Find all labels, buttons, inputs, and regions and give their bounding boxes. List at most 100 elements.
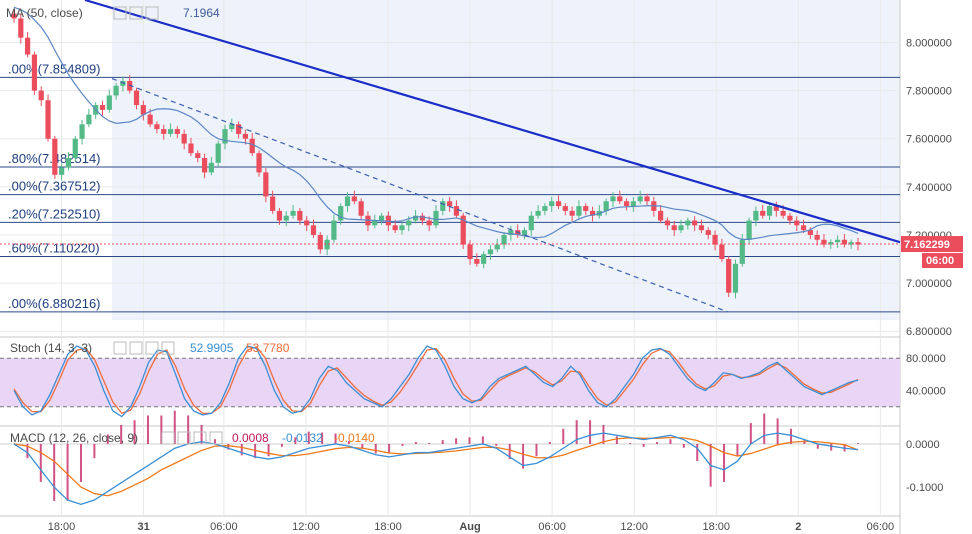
candle-body (617, 196, 623, 202)
candle-body (780, 210, 786, 216)
candle-body (705, 230, 711, 235)
candle-body (855, 242, 861, 245)
fib-level-label: .00%(6.880216) (8, 296, 101, 311)
stoch-tick-label: 40.0000 (906, 386, 946, 398)
candle-body (181, 133, 187, 144)
candle-body (399, 225, 405, 231)
fib-level-label: .20%(7.252510) (8, 206, 101, 221)
candle-body (378, 215, 385, 221)
candles (11, 10, 861, 299)
macd-signal-line (13, 436, 859, 497)
candle-body (25, 37, 31, 55)
candle-body (283, 215, 289, 221)
macd-tick-label: -0.1000 (906, 482, 943, 494)
macd-legend-value: -0.0132 (282, 431, 323, 445)
date-range-highlight (112, 0, 900, 320)
legend-button-icon (113, 341, 127, 355)
candle-body (419, 215, 425, 221)
candle-body (222, 129, 228, 144)
candle-body (766, 206, 773, 216)
price-tick-label: 8.000000 (906, 37, 952, 49)
legend-button-icon (161, 341, 175, 355)
candle-body (140, 105, 146, 115)
candle-body (385, 215, 391, 226)
price-tick-label: 7.800000 (906, 86, 952, 98)
candle-body (589, 210, 596, 216)
candle-body (460, 215, 466, 245)
candle-body (841, 239, 847, 245)
candle-body (555, 201, 562, 207)
price-tick-label: 6.800000 (906, 326, 952, 338)
legend-button-icon (177, 431, 191, 445)
candle-body (72, 138, 78, 158)
candle-body (392, 225, 398, 231)
candle-body (276, 210, 283, 221)
candle-body (195, 153, 201, 158)
candle-body (746, 220, 752, 240)
candle-body (317, 234, 323, 250)
candle-body (351, 196, 357, 202)
candle-body (331, 220, 337, 240)
legend-button-icon (161, 431, 175, 445)
candle-body (658, 210, 664, 221)
time-tick-label: 12:00 (292, 521, 320, 533)
candle-body (406, 220, 412, 226)
candle-body (256, 153, 262, 173)
candle-body (467, 244, 473, 260)
macd-legend-value: 0.0008 (232, 431, 269, 445)
candle-body (726, 259, 732, 293)
last-price-label: 7.162299 (904, 239, 950, 251)
candle-body (270, 196, 276, 211)
candle-body (18, 18, 24, 38)
candle-body (828, 242, 834, 245)
candle-body (453, 206, 460, 216)
candle-body (290, 210, 296, 216)
time-tick-label: 2 (795, 521, 801, 533)
candle-body (344, 196, 351, 207)
candle-body (692, 220, 698, 226)
candle-body (161, 129, 167, 134)
candle-body (106, 95, 112, 110)
candle-body (630, 201, 636, 207)
candle-body (11, 13, 17, 19)
time-tick-label: Aug (459, 521, 480, 533)
candle-body (208, 162, 214, 173)
time-tick-label: 31 (137, 521, 149, 533)
stoch-d-value: 53.7780 (246, 341, 290, 355)
candle-body (174, 129, 180, 134)
candle-body (297, 210, 303, 221)
candle-body (304, 220, 310, 226)
trend-line-dashed (111, 78, 729, 313)
candle-body (86, 114, 92, 125)
candle-body (236, 124, 242, 134)
countdown-badge (922, 253, 963, 269)
candle-body (147, 114, 153, 125)
time-tick-label: 06:00 (867, 521, 895, 533)
stoch-d-line (13, 346, 859, 415)
candle-body (372, 220, 378, 226)
candle-body (753, 210, 759, 221)
legend-button-icon (129, 6, 143, 20)
candle-body (338, 206, 344, 221)
candle-body (583, 206, 589, 211)
candle-body (528, 215, 534, 231)
candle-body (834, 239, 841, 243)
candle-body (324, 239, 330, 250)
countdown-label: 06:00 (926, 255, 954, 267)
stoch-legend-label: Stoch (14, 3, 3) (10, 341, 92, 355)
candle-body (576, 206, 582, 216)
candle-body (440, 201, 446, 211)
candle-body (412, 215, 419, 221)
candle-body (712, 234, 718, 245)
candle-body (38, 90, 44, 101)
candle-body (59, 167, 65, 175)
candle-body (719, 244, 725, 260)
macd-legend-label: MACD (12, 26, close, 9) (10, 431, 138, 445)
fib-level-label: .00%(7.367512) (8, 179, 101, 194)
candle-body (79, 124, 85, 139)
candle-body (535, 210, 541, 216)
candle-body (310, 225, 317, 235)
moving-average-line (13, 6, 859, 240)
candle-body (848, 242, 854, 245)
